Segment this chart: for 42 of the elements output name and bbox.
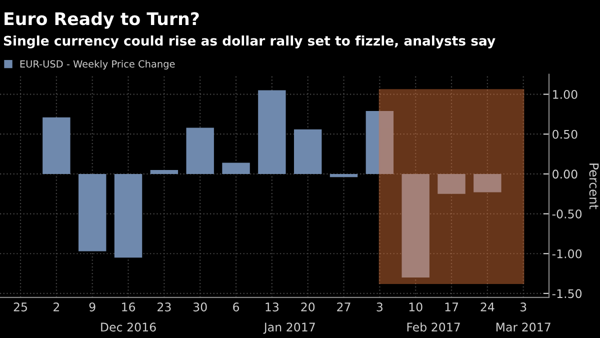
x-tick-label: 3: [520, 302, 526, 312]
bar: [186, 128, 214, 174]
y-tick-label: -0.50: [552, 210, 582, 218]
y-tick-label: 0.50: [552, 130, 578, 139]
bar: [258, 90, 286, 174]
chart-title: Euro Ready to Turn?: [4, 12, 199, 29]
bar: [42, 117, 70, 174]
x-tick-label: 30: [193, 302, 207, 312]
y-tick-label: 0.00: [552, 170, 578, 179]
x-tick-label: 10: [409, 302, 422, 312]
x-tick-label: 9: [89, 302, 96, 312]
bar: [474, 174, 502, 192]
bar: [294, 129, 322, 174]
bar: [78, 174, 106, 252]
y-tick-label: -1.00: [552, 249, 582, 258]
x-tick-label: 16: [122, 302, 136, 312]
bar: [366, 111, 394, 174]
x-tick-label: 3: [376, 302, 382, 312]
x-tick-label: 2: [54, 302, 60, 312]
x-tick-label: 20: [301, 302, 315, 312]
x-tick-label: 6: [233, 302, 240, 312]
bar: [114, 174, 142, 258]
bar: [150, 170, 178, 174]
text: Feb 2017: [407, 322, 460, 332]
bar: [330, 174, 358, 178]
y-tick-label: 1.00: [553, 90, 578, 99]
x-tick-label: 13: [266, 302, 278, 312]
bar: [402, 174, 430, 278]
x-tick-label: 23: [158, 302, 171, 312]
bar: [438, 174, 466, 194]
y-tick-label: -1.50: [552, 289, 582, 298]
text: Jan 2017: [263, 322, 315, 334]
x-tick-label: 17: [445, 302, 458, 312]
bar: [222, 162, 250, 174]
text: Dec 2016: [101, 322, 156, 332]
y-axis-title: Percent: [589, 164, 599, 210]
x-tick-label: 27: [337, 302, 350, 312]
x-tick-label: 25: [14, 302, 28, 312]
chart-subtitle: Single currency could rise as dollar rally set to fizzle, analysts say: [4, 35, 496, 48]
x-tick-label: 24: [480, 302, 494, 312]
legend-label: EUR-USD - Weekly Price Change: [20, 60, 175, 70]
text: Mar 2017: [496, 322, 550, 332]
